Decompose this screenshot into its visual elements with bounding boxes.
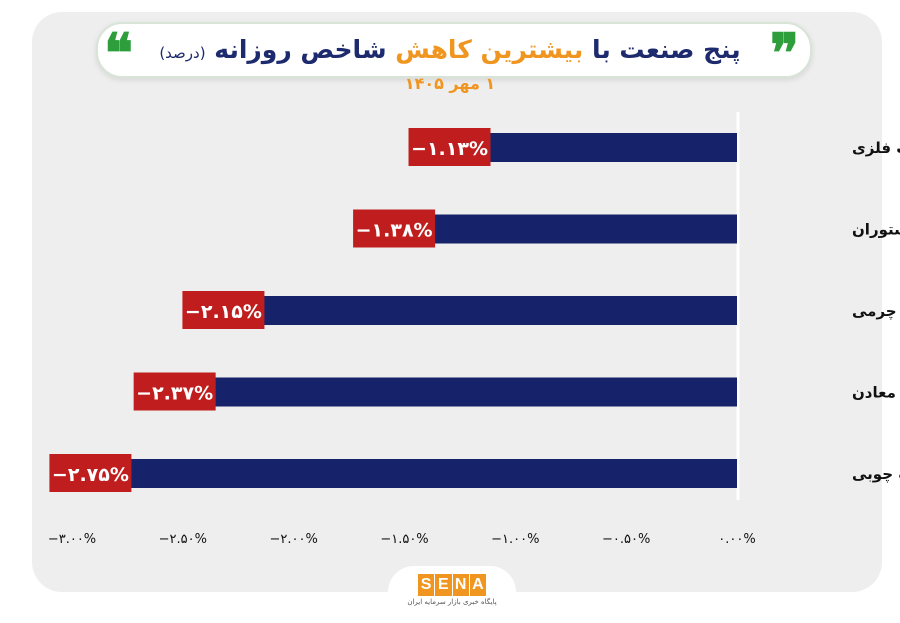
x-tick-label-5: −۰.۵۰% [602,532,650,547]
bar-2 [260,296,737,325]
bar-0 [486,133,737,162]
quote-open-icon: ❝ [104,21,134,85]
x-tick-label-2: −۲.۰۰% [270,532,318,547]
x-tick-label-0: −۳.۰۰% [48,532,96,547]
bar-value-label-4: −۲.۷۵% [52,464,129,486]
logo-letter-e: E [435,574,452,596]
bar-value-label-bg-0 [408,128,491,166]
category-label-4: محصولات چوبی [852,465,900,484]
bar-value-label-0: −۱.۱۳% [411,138,488,160]
bar-3 [211,377,737,407]
title-unit: (درصد) [159,44,206,62]
title-banner [96,22,812,78]
bar-1 [431,214,737,244]
logo-tab [388,566,516,618]
x-tick-label-4: −۱.۰۰% [491,532,539,547]
sena-logo: S E N A [418,574,486,596]
logo-letter-s: S [418,574,435,596]
category-label-1: هتل و رستوران [852,221,900,239]
logo-letter-n: N [452,574,469,596]
logo-subtitle: پایگاه خبری بازار سرمایه ایران [407,598,497,606]
bar-value-label-bg-2 [182,291,265,329]
x-tick-label-1: −۲.۵۰% [159,532,207,547]
bar-value-label-bg-1 [353,209,436,248]
category-label-2: محصولات چرمی [852,302,900,321]
title-part-2: شاخص روزانه [214,35,387,64]
title-part-1: پنج صنعت با [591,35,741,64]
bar-value-label-bg-4 [49,454,132,492]
quote-close-icon: ❞ [770,21,800,85]
x-tick-label-6: ۰.۰۰% [718,532,755,547]
bar-4 [127,459,737,488]
x-tick-label-3: −۱.۵۰% [380,532,428,547]
chart-title: پنج صنعت با بیشترین کاهش شاخص روزانه (در… [150,30,750,70]
bar-value-label-bg-3 [133,372,216,411]
title-highlight: بیشترین کاهش [395,35,584,64]
bar-value-label-1: −۱.۳۸% [356,220,433,242]
bar-value-label-2: −۲.۱۵% [185,301,262,323]
logo-letter-a: A [469,574,486,596]
bar-value-label-3: −۲.۳۷% [136,383,213,405]
category-label-3: سایر معادن [852,384,900,402]
chart-date: ۱ مهر ۱۴۰۵ [404,74,496,93]
category-label-0: محصولات فلزی [852,139,900,157]
